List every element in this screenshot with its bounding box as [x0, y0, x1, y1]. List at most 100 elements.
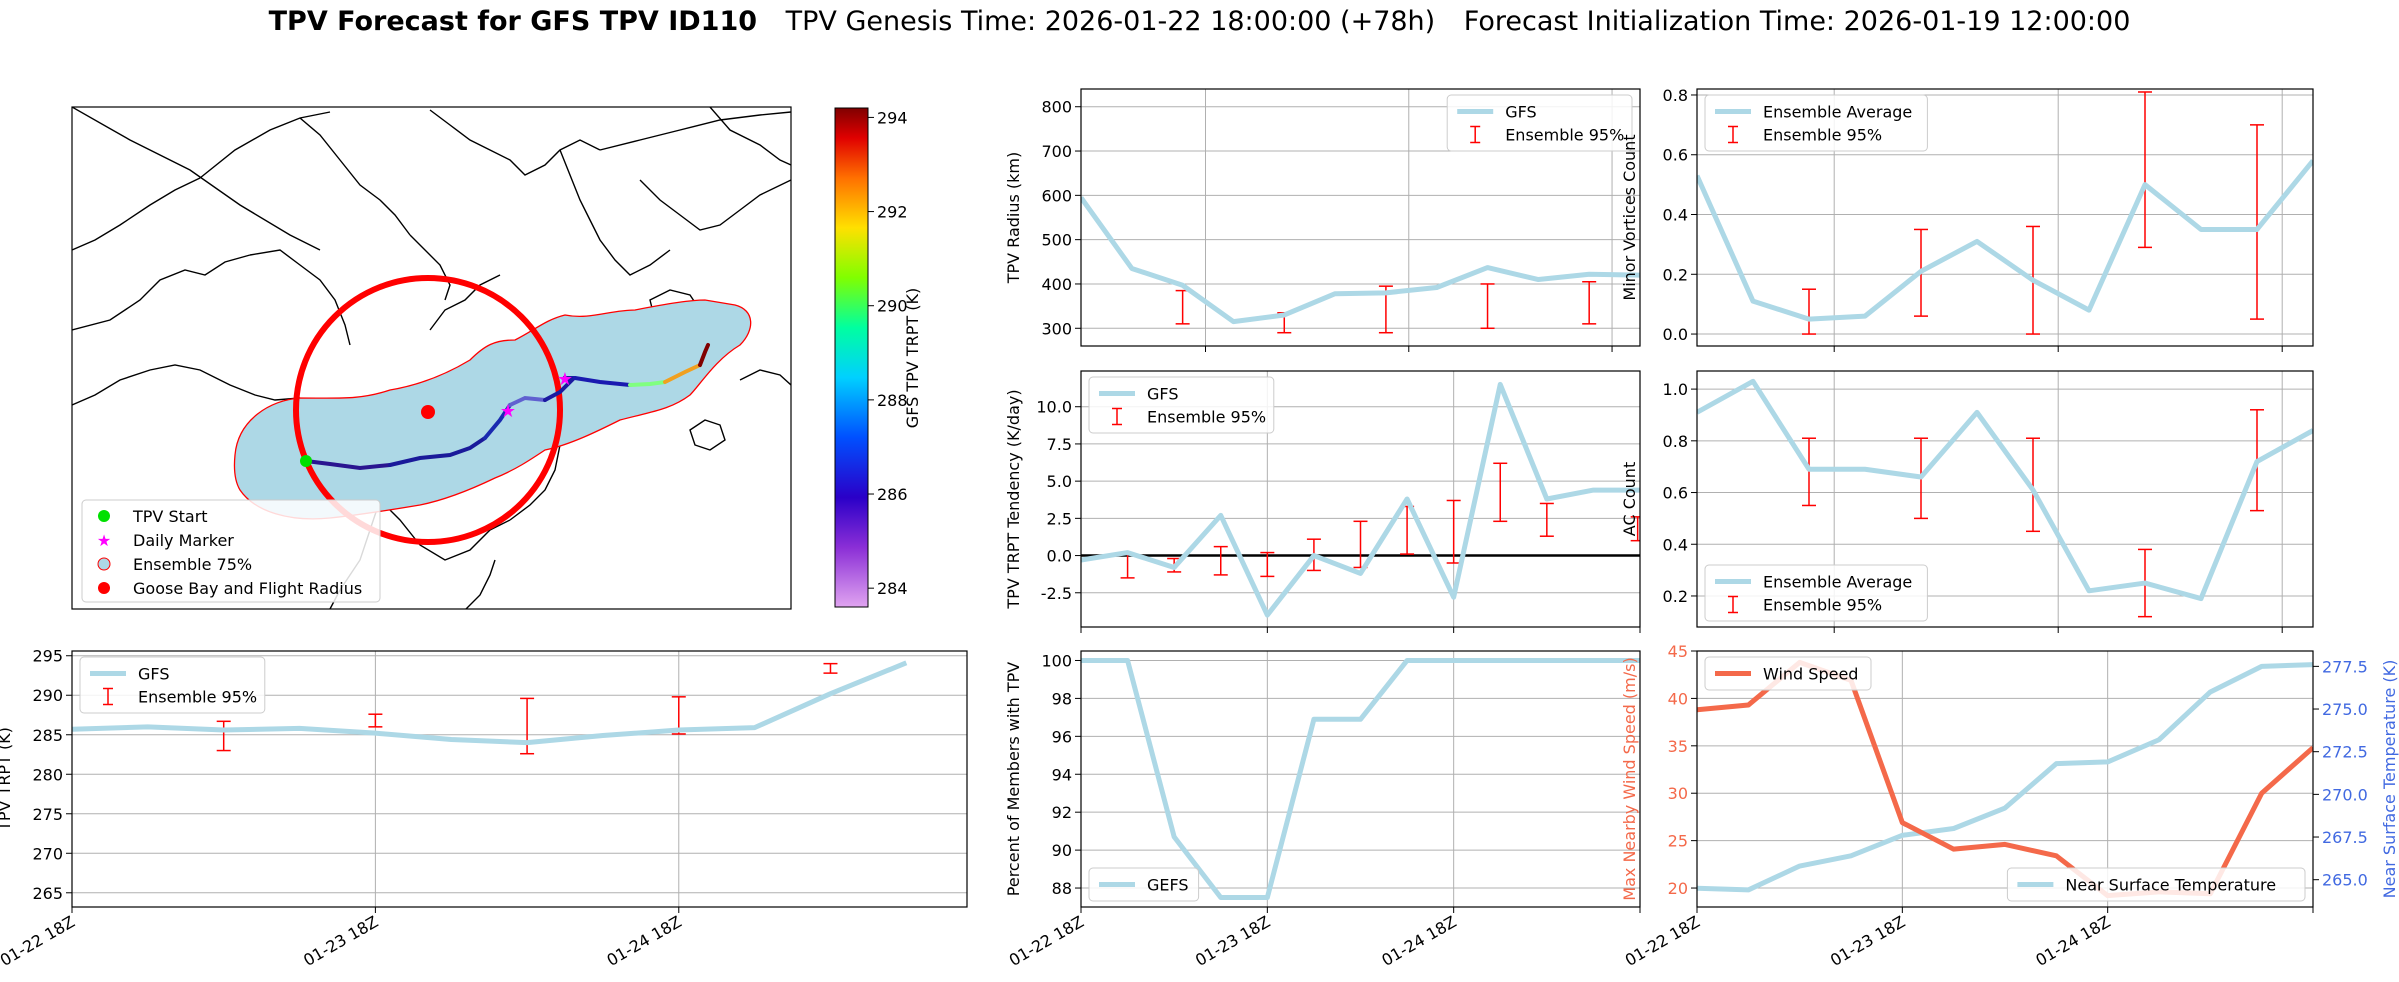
map-legend-item: ★ Daily Marker	[97, 531, 234, 550]
y-tick-label: 285	[32, 726, 63, 745]
y-tick-label: 0.4	[1663, 535, 1688, 554]
errorbar	[1539, 502, 1554, 537]
errorbar	[1802, 288, 1816, 335]
errorbar	[823, 662, 838, 674]
y2-tick-label: 265.0	[2322, 871, 2368, 890]
plot-marks	[1081, 381, 1640, 618]
legend-label: Ensemble Average	[1763, 103, 1912, 122]
chart-percent: 88 90 92 94 96 98 100 Percent of Members with T…	[1004, 650, 1641, 970]
ensemble-75-envelope	[233, 299, 752, 520]
plot-frame	[1696, 88, 2314, 347]
y-tick-label: 0.2	[1663, 587, 1688, 606]
legend-label: Ensemble 95%	[1763, 126, 1882, 145]
y-tick-label: 35	[1668, 737, 1688, 756]
tpv-track	[304, 343, 710, 471]
colorbar-tick-label: 294	[877, 108, 908, 127]
y-tick-label: 295	[32, 647, 63, 666]
legend-marker-icon	[98, 582, 110, 594]
legend-label: Ensemble 95%	[138, 688, 257, 707]
title-init: Forecast Initialization Time: 2026-01-19…	[1463, 6, 2131, 37]
y-tick-label: 0.8	[1663, 86, 1688, 105]
errorbar	[2026, 437, 2040, 533]
map-legend-item: Ensemble 75%	[97, 555, 252, 574]
x-tick-label: 01-23 18Z	[300, 912, 381, 970]
chart-legend: GEFS	[1088, 867, 1200, 902]
x-tick-label: 01-23 18Z	[1192, 912, 1273, 970]
y2-tick-label: 270.0	[2322, 785, 2368, 804]
map-legend-item: Goose Bay and Flight Radius	[98, 579, 362, 598]
daily-marker: ★	[500, 401, 516, 422]
x-tick-label: 01-22 18Z	[1006, 912, 1087, 970]
title-genesis: TPV Genesis Time: 2026-01-22 18:00:00 (+…	[785, 6, 1436, 37]
plot-frame	[1080, 650, 1641, 908]
x-tick-label: 01-24 18Z	[2032, 912, 2113, 970]
chart-trpt: 265 270 275 280 285 290 295 TPV TRPT (K) 01-22 1…	[0, 647, 968, 970]
y2-tick-label: 275.0	[2322, 700, 2368, 719]
y-tick-label: 92	[1052, 803, 1072, 822]
y-tick-label: 96	[1052, 727, 1072, 746]
goose-bay-flight-radius	[293, 275, 563, 545]
chart-legend: GFS Ensemble 95%	[79, 656, 266, 714]
colorbar-label: GFS TPV TRPT (K)	[903, 288, 922, 428]
chart-legend: GFS Ensemble 95%	[1088, 376, 1275, 434]
y-tick-label: -2.5	[1041, 584, 1072, 603]
y-tick-label: 30	[1668, 784, 1688, 803]
y-tick-label: 20	[1668, 879, 1688, 898]
errorbar	[216, 720, 231, 752]
legend-label: Ensemble 95%	[1147, 408, 1266, 427]
y-tick-label: 98	[1052, 689, 1072, 708]
errorbar	[2138, 91, 2152, 249]
series-line	[1081, 196, 1640, 325]
colorbar-tick-label: 292	[877, 203, 908, 222]
goose-bay-marker	[421, 405, 435, 419]
map-legend-label: Ensemble 75%	[133, 555, 252, 574]
y-axis-label: Max Nearby Wind Speed (m/s)	[1620, 657, 1639, 900]
map-legend-label: Goose Bay and Flight Radius	[133, 579, 362, 598]
plot-frame	[71, 650, 968, 908]
y-tick-label: 2.5	[1047, 509, 1072, 528]
tpv-start-marker	[300, 455, 312, 467]
chart-radius: 300 400 500 600 700 800 TPV Radius (km) GFS Ense…	[1004, 88, 1641, 352]
legend-label: GFS	[138, 665, 169, 684]
x-tick-label: 01-22 18Z	[1622, 912, 1703, 970]
y-tick-label: 25	[1668, 832, 1688, 851]
y-tick-label: 88	[1052, 879, 1072, 898]
plot-marks	[1081, 657, 1640, 901]
plot-frame	[1696, 650, 2314, 908]
y-tick-label: 0.4	[1663, 206, 1688, 225]
legend-label: GFS	[1505, 103, 1536, 122]
series-line	[1081, 381, 1640, 618]
errorbar	[2250, 124, 2264, 320]
y-tick-label: 40	[1668, 689, 1688, 708]
legend-label: Ensemble Average	[1763, 573, 1912, 592]
daily-marker: ★	[557, 369, 573, 390]
chart-minor: 0.0 0.2 0.4 0.6 0.8 Minor Vortices Count Ensem…	[1620, 86, 2314, 352]
y-tick-label: 280	[32, 765, 63, 784]
series-line-temperature	[1697, 662, 2313, 893]
plot-marks	[72, 660, 908, 755]
legend-label: Ensemble 95%	[1505, 126, 1624, 145]
legend-errorbar-icon	[1112, 407, 1122, 426]
errorbar	[368, 713, 383, 728]
plot-area	[1081, 651, 1640, 907]
y-axis-label: AC Count	[1620, 462, 1639, 536]
legend-label: Ensemble 95%	[1763, 596, 1882, 615]
y-tick-label: 0.6	[1663, 484, 1688, 503]
y-axis-label: TPV TRPT Tendency (K/day)	[1004, 389, 1023, 609]
y-tick-label: 300	[1041, 319, 1072, 338]
map-content: ★ ★	[72, 107, 791, 609]
colorbar: 284 286 288 290 292 294 GFS TPV TRPT (K)	[834, 107, 922, 608]
legend-errorbar-icon	[103, 687, 113, 706]
series-line	[1697, 159, 2313, 322]
errorbar	[1802, 437, 1816, 507]
legend-star-icon: ★	[97, 531, 111, 550]
errorbar	[1582, 281, 1597, 325]
legend-marker-icon	[97, 557, 111, 571]
y-tick-label: 0.6	[1663, 146, 1688, 165]
y-tick-label: 600	[1041, 186, 1072, 205]
legend-label: GEFS	[1147, 876, 1189, 895]
legend-errorbar-icon	[1728, 125, 1738, 144]
y-axis-label: TPV TRPT (K)	[0, 727, 14, 832]
